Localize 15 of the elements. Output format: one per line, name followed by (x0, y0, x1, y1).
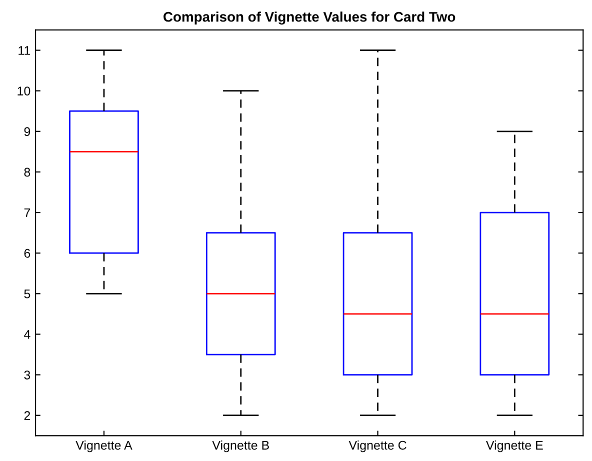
y-tick-label: 11 (18, 46, 30, 55)
x-tick-label: Vignette E (486, 440, 543, 452)
chart-title: Comparison of Vignette Values for Card Two (164, 12, 456, 25)
y-tick-label: 4 (24, 330, 30, 339)
y-tick-label: 2 (24, 411, 30, 420)
y-tick-label: 7 (24, 208, 30, 218)
y-tick-label: 8 (24, 168, 30, 177)
x-tick-label: Vignette C (348, 440, 406, 452)
y-tick-label: 10 (18, 86, 30, 96)
y-tick-label: 6 (24, 248, 30, 258)
y-tick-label: 9 (24, 127, 30, 136)
y-tick-label: 5 (24, 290, 30, 298)
x-tick-label: Vignette B (212, 440, 269, 452)
x-tick-label: Vignette A (76, 440, 132, 452)
y-tick-label: 3 (24, 370, 30, 380)
